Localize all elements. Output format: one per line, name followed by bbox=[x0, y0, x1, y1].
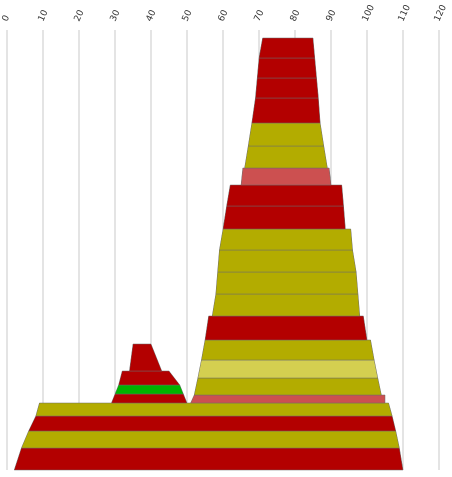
large-stack-band-19 bbox=[255, 77, 319, 99]
x-tick-label-80: 80 bbox=[289, 8, 303, 23]
small-stack-band-3 bbox=[129, 343, 163, 372]
x-tick-label-20: 20 bbox=[73, 8, 87, 23]
large-stack-band-16 bbox=[244, 145, 328, 169]
large-stack-band-6 bbox=[197, 359, 379, 379]
large-stack-band-8 bbox=[204, 315, 368, 341]
small-stack-band-2 bbox=[118, 370, 181, 386]
large-stack-band-4 bbox=[190, 394, 386, 404]
large-stack-band-10 bbox=[215, 271, 359, 295]
large-stack-band-12 bbox=[219, 228, 353, 251]
x-tick-label-100: 100 bbox=[361, 3, 377, 23]
large-stack-band-9 bbox=[211, 293, 361, 317]
large-stack-band-14 bbox=[226, 184, 344, 207]
small-stack-band-0 bbox=[111, 393, 188, 404]
small-stack bbox=[111, 343, 188, 404]
x-tick-label-70: 70 bbox=[253, 8, 267, 23]
large-stack-band-15 bbox=[240, 167, 332, 186]
x-tick-label-60: 60 bbox=[217, 8, 231, 23]
large-stack-band-1 bbox=[21, 430, 400, 449]
x-tick-label-30: 30 bbox=[109, 8, 123, 23]
large-stack-band-5 bbox=[193, 377, 382, 396]
x-tick-label-0: 0 bbox=[1, 14, 13, 24]
x-tick-label-90: 90 bbox=[325, 8, 339, 23]
large-stack-band-11 bbox=[217, 249, 357, 273]
large-stack-band-21 bbox=[258, 37, 316, 59]
x-tick-label-120: 120 bbox=[433, 3, 449, 23]
x-tick-label-40: 40 bbox=[145, 8, 159, 23]
large-stack bbox=[13, 37, 404, 471]
x-tick-label-110: 110 bbox=[397, 3, 413, 23]
x-tick-label-50: 50 bbox=[181, 8, 195, 23]
large-stack-band-13 bbox=[222, 205, 346, 230]
x-tick-labels: 0 10 20 30 40 50 60 70 80 90 100 110 120 bbox=[1, 3, 449, 23]
large-stack-band-2 bbox=[28, 415, 397, 432]
small-stack-band-1 bbox=[114, 384, 184, 395]
large-stack-band-20 bbox=[256, 57, 317, 79]
large-stack-band-7 bbox=[201, 339, 375, 361]
x-tick-label-10: 10 bbox=[37, 8, 51, 23]
band-shapes bbox=[13, 37, 404, 471]
large-stack-band-17 bbox=[247, 122, 325, 147]
large-stack-band-18 bbox=[251, 97, 321, 124]
large-stack-band-0 bbox=[13, 447, 404, 471]
large-stack-band-3 bbox=[35, 402, 393, 417]
